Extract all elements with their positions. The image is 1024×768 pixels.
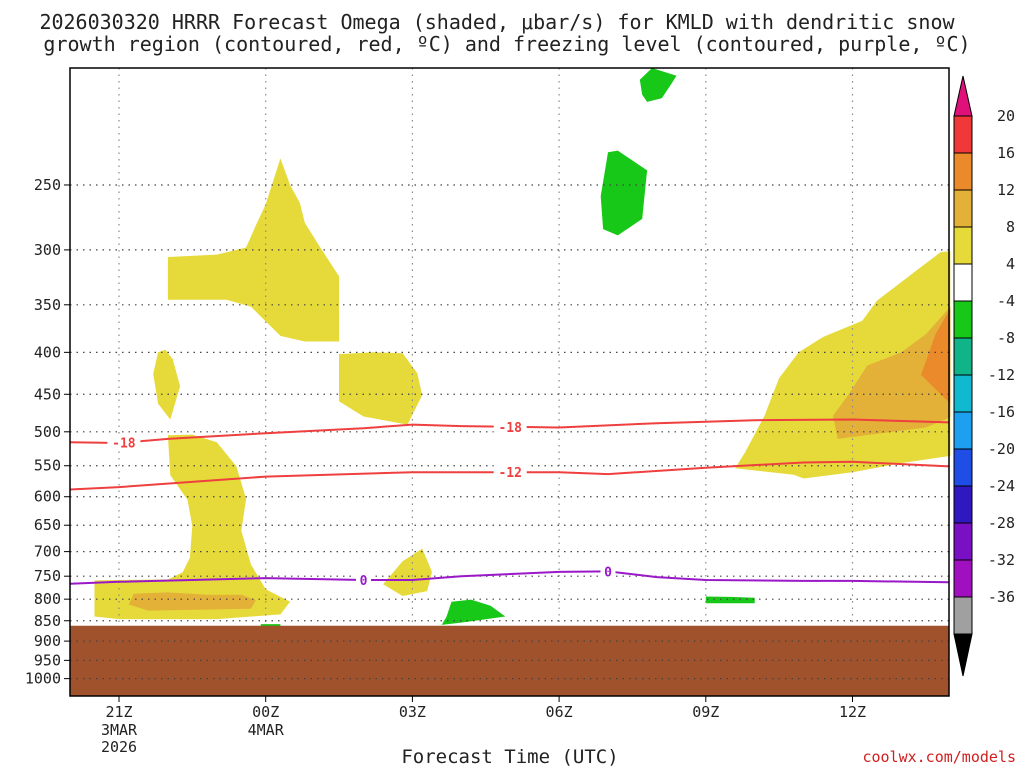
- colorbar-top-arrow: [953, 75, 973, 117]
- colorbar-bin: [953, 522, 973, 561]
- x-tick-label: 06Z: [546, 703, 573, 721]
- plot-area: -18 -18 -12 0 0: [69, 67, 951, 697]
- colorbar-tick-label: 8: [1006, 218, 1015, 236]
- y-tick-label: 800: [34, 590, 61, 608]
- x-tick-sublabel: 2026: [101, 738, 137, 756]
- colorbar-bin: [953, 374, 973, 413]
- region-neg4-small-right: [705, 596, 755, 604]
- colorbar-tick-label: 20: [997, 107, 1015, 125]
- y-tick-label: 400: [34, 343, 61, 361]
- contour-label-bg: [493, 418, 527, 435]
- colorbar-tick-label: -16: [988, 403, 1015, 421]
- y-tick-label: 250: [34, 176, 61, 194]
- colorbar-tick-label: -36: [988, 588, 1015, 606]
- region-pos4-thin-left: [153, 349, 181, 420]
- y-tick-label: 550: [34, 457, 61, 475]
- colorbar-bin: [953, 485, 973, 524]
- y-tick-label: 650: [34, 516, 61, 534]
- colorbar-tick-label: -8: [997, 329, 1015, 347]
- x-tick-label: 00Z: [252, 703, 279, 721]
- x-axis-label: Forecast Time (UTC): [401, 746, 618, 768]
- y-tick-label: 950: [34, 651, 61, 669]
- colorbar-tick-label: 4: [1006, 255, 1015, 273]
- region-pos12-right-plume: [921, 308, 951, 404]
- x-tick-label: 12Z: [839, 703, 866, 721]
- colorbar-bin: [953, 226, 973, 265]
- freezing-level-0C-label: 0: [604, 565, 612, 580]
- y-tick-label: 500: [34, 423, 61, 441]
- y-tick-label: 350: [34, 296, 61, 314]
- temp-minus12-label: -12: [498, 466, 521, 481]
- colorbar-tick-label: 16: [997, 144, 1015, 162]
- chart-title-line1: 2026030320 HRRR Forecast Omega (shaded, …: [39, 10, 955, 34]
- colorbar-tick-label: -28: [988, 514, 1015, 532]
- colorbar-tick-label: -12: [988, 366, 1015, 384]
- region-neg4-ground-sliver: [260, 624, 281, 627]
- y-tick-label: 850: [34, 612, 61, 630]
- y-tick-label: 700: [34, 543, 61, 561]
- region-neg4-top-dot: [639, 68, 677, 102]
- region-pos4-small-blob: [383, 548, 432, 596]
- vertical-gridlines: [118, 68, 854, 696]
- colorbar-bin: [953, 559, 973, 598]
- freezing-level-0C-line: [70, 570, 950, 585]
- region-pos4-lower-column: [94, 434, 291, 620]
- colorbar-bin: [953, 448, 973, 487]
- colorbar-bin: [953, 189, 973, 228]
- x-tick-sublabel: 4MAR: [248, 721, 285, 739]
- region-pos8-lower-left: [128, 592, 256, 611]
- contour-label-bg: [356, 571, 371, 588]
- colorbar-tick-label: 12: [997, 181, 1015, 199]
- x-tick-label: 21Z: [105, 703, 132, 721]
- colorbar-bin: [953, 263, 973, 302]
- temp-minus18-line: [70, 418, 950, 444]
- colorbar-tick-label: -20: [988, 440, 1015, 458]
- y-axis-ticks: 250 300 350 400 450 500 550 600 650 700 750 800 850 9…: [25, 176, 70, 688]
- region-neg4-upper-blob: [600, 150, 648, 236]
- contour-label-bg: [600, 563, 616, 580]
- y-tick-label: 1000: [25, 670, 61, 688]
- temp-minus12-line: [70, 460, 950, 491]
- plot-frame: [69, 67, 950, 697]
- x-tick-label: 03Z: [399, 703, 426, 721]
- region-pos4-mid-right: [339, 352, 423, 425]
- colorbar-bin: [953, 337, 973, 376]
- colorbar-bin: [953, 152, 973, 191]
- region-neg4-bottom-blob: [441, 599, 506, 625]
- colorbar-tick-label: -32: [988, 551, 1015, 569]
- chart-title-line2: growth region (contoured, red, ºC) and f…: [43, 32, 970, 56]
- omega-shading: [94, 68, 951, 627]
- temp-minus18-label: -18: [498, 421, 522, 436]
- x-tick-sublabel: 3MAR: [101, 721, 138, 739]
- source-credit: coolwx.com/models: [862, 748, 1016, 766]
- y-tick-label: 300: [34, 241, 61, 259]
- ground-fill: [70, 625, 949, 696]
- contour-lines: -18 -18 -12 0 0: [70, 418, 950, 589]
- colorbar-tick-label: -4: [997, 292, 1015, 310]
- colorbar-tick-label: -24: [988, 477, 1015, 495]
- colorbar-bin: [953, 115, 973, 154]
- colorbar-bin: [953, 300, 973, 339]
- contour-label-bg: [107, 434, 141, 451]
- colorbar: 20 16 12 8 4 -4 -8 -12 -16 -20 -24 -28 -32 -36: [953, 75, 1015, 677]
- temp-minus18-label: -18: [112, 437, 136, 452]
- colorbar-bottom-arrow: [953, 633, 973, 677]
- region-pos8-right-plume: [832, 306, 951, 439]
- y-tick-label: 750: [34, 567, 61, 585]
- y-tick-label: 900: [34, 632, 61, 650]
- colorbar-bin: [953, 411, 973, 450]
- y-tick-label: 450: [34, 385, 61, 403]
- y-tick-label: 600: [34, 488, 61, 506]
- x-tick-label: 09Z: [692, 703, 719, 721]
- freezing-level-0C-label: 0: [360, 574, 368, 589]
- contour-label-bg: [493, 464, 527, 481]
- colorbar-bin: [953, 596, 973, 635]
